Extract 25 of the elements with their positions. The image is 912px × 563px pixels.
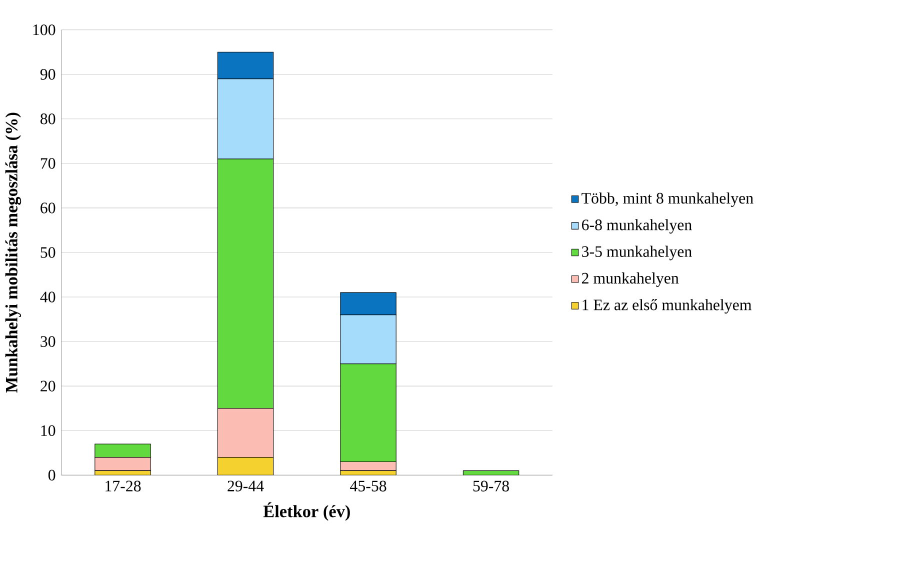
bar bbox=[94, 470, 151, 476]
y-tick-label: 40 bbox=[40, 292, 56, 303]
legend-label: 2 munkahelyen bbox=[582, 272, 679, 288]
y-tick-label: 10 bbox=[41, 425, 56, 436]
bar bbox=[462, 470, 520, 476]
y-tick-label: 60 bbox=[40, 202, 56, 214]
y-tick-label: 90 bbox=[40, 69, 56, 80]
legend-label: 3-5 munkahelyen bbox=[582, 246, 692, 260]
x-axis-title: Életkor (év) bbox=[263, 502, 350, 521]
x-tick-label: 59-78 bbox=[473, 480, 509, 492]
x-tick-label: 29-44 bbox=[228, 480, 264, 492]
y-tick-label: 0 bbox=[48, 470, 56, 481]
y-tick-label: 80 bbox=[40, 114, 56, 124]
y-axis-title: Munkahelyi mobilitás megoszlása (%) bbox=[5, 112, 22, 393]
x-tick-label: 45-58 bbox=[350, 480, 386, 492]
y-tick-label: 70 bbox=[40, 158, 56, 169]
y-tick-label: 20 bbox=[40, 380, 56, 392]
y-tick-label: 100 bbox=[33, 24, 56, 36]
y-tick-label: 50 bbox=[40, 247, 56, 258]
legend-label: 1 Ez az első munkahelyem bbox=[582, 299, 752, 314]
bar bbox=[217, 457, 274, 476]
legend-label: Több, mint 8 munkahelyen bbox=[582, 192, 754, 208]
y-tick-label: 30 bbox=[40, 336, 56, 348]
x-tick-label: 17-28 bbox=[106, 480, 141, 492]
legend-label: 6-8 munkahelyen bbox=[582, 219, 692, 234]
